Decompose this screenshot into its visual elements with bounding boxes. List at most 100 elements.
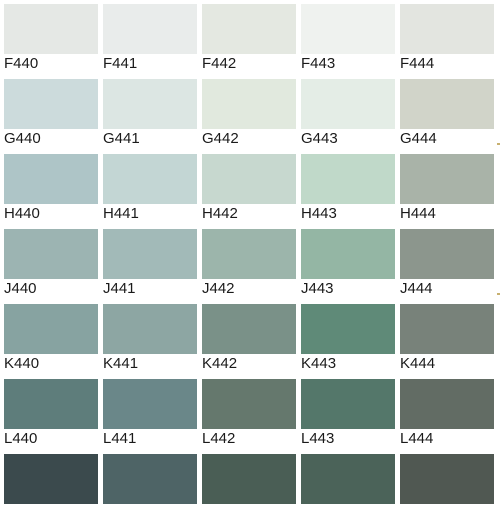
swatch-chip[interactable]: [202, 379, 296, 429]
swatch-row-k: K440 K441 K442 K443 K444: [0, 300, 500, 375]
swatch-chip[interactable]: [301, 4, 395, 54]
swatch-chip[interactable]: [202, 79, 296, 129]
swatch-l443[interactable]: L443: [297, 375, 396, 450]
swatch-h443[interactable]: H443: [297, 150, 396, 225]
swatch-code: K442: [202, 355, 238, 372]
swatch-code: K440: [4, 355, 40, 372]
swatch-chip[interactable]: [4, 154, 98, 204]
swatch-code: G441: [103, 130, 140, 147]
swatch-partial-3[interactable]: [198, 450, 297, 525]
swatch-chip[interactable]: [301, 79, 395, 129]
swatch-code: H441: [103, 205, 139, 222]
swatch-chip[interactable]: [301, 454, 395, 504]
swatch-code: L443: [301, 430, 335, 447]
swatch-f444[interactable]: F444: [396, 0, 495, 75]
swatch-code: H443: [301, 205, 337, 222]
swatch-chip[interactable]: [4, 379, 98, 429]
swatch-chip[interactable]: [400, 454, 494, 504]
swatch-f440[interactable]: F440: [0, 0, 99, 75]
swatch-j442[interactable]: J442: [198, 225, 297, 300]
swatch-h441[interactable]: H441: [99, 150, 198, 225]
swatch-chip[interactable]: [4, 229, 98, 279]
swatch-row-f: F440 F441 F442 F443 F444: [0, 0, 500, 75]
swatch-l442[interactable]: L442: [198, 375, 297, 450]
swatch-chip[interactable]: [202, 154, 296, 204]
swatch-row-g: G440 G441 G442 G443 G444: [0, 75, 500, 150]
swatch-chip[interactable]: [103, 229, 197, 279]
swatch-code: H442: [202, 205, 238, 222]
swatch-j440[interactable]: J440: [0, 225, 99, 300]
swatch-k442[interactable]: K442: [198, 300, 297, 375]
swatch-g444[interactable]: G444: [396, 75, 495, 150]
swatch-chip[interactable]: [301, 379, 395, 429]
swatch-h440[interactable]: H440: [0, 150, 99, 225]
swatch-chip[interactable]: [400, 229, 494, 279]
swatch-k444[interactable]: K444: [396, 300, 495, 375]
swatch-chip[interactable]: [4, 4, 98, 54]
swatch-j441[interactable]: J441: [99, 225, 198, 300]
swatch-code: G444: [400, 130, 437, 147]
swatch-partial-5[interactable]: [396, 450, 495, 525]
swatch-chip[interactable]: [4, 79, 98, 129]
swatch-code: L444: [400, 430, 434, 447]
swatch-chip[interactable]: [400, 379, 494, 429]
swatch-g441[interactable]: G441: [99, 75, 198, 150]
swatch-code: G440: [4, 130, 41, 147]
swatch-chip[interactable]: [301, 154, 395, 204]
swatch-l444[interactable]: L444: [396, 375, 495, 450]
swatch-code: J440: [4, 280, 37, 297]
swatch-j443[interactable]: J443: [297, 225, 396, 300]
swatch-f441[interactable]: F441: [99, 0, 198, 75]
swatch-f443[interactable]: F443: [297, 0, 396, 75]
swatch-row-partial: [0, 450, 500, 525]
swatch-chip[interactable]: [103, 454, 197, 504]
swatch-j444[interactable]: J444: [396, 225, 495, 300]
swatch-chip[interactable]: [400, 79, 494, 129]
swatch-chip[interactable]: [103, 79, 197, 129]
swatch-k443[interactable]: K443: [297, 300, 396, 375]
swatch-chip[interactable]: [400, 4, 494, 54]
color-swatch-grid: F440 F441 F442 F443 F444 G440 G441: [0, 0, 500, 504]
swatch-chip[interactable]: [202, 229, 296, 279]
swatch-chip[interactable]: [103, 304, 197, 354]
swatch-code: H440: [4, 205, 40, 222]
swatch-g442[interactable]: G442: [198, 75, 297, 150]
swatch-h444[interactable]: H444: [396, 150, 495, 225]
swatch-chip[interactable]: [103, 154, 197, 204]
swatch-l440[interactable]: L440: [0, 375, 99, 450]
swatch-chip[interactable]: [301, 229, 395, 279]
swatch-code: L440: [4, 430, 38, 447]
swatch-code: F441: [103, 55, 138, 72]
swatch-code: J443: [301, 280, 334, 297]
swatch-g440[interactable]: G440: [0, 75, 99, 150]
swatch-code: K441: [103, 355, 139, 372]
swatch-partial-2[interactable]: [99, 450, 198, 525]
swatch-g443[interactable]: G443: [297, 75, 396, 150]
swatch-k441[interactable]: K441: [99, 300, 198, 375]
swatch-code: G443: [301, 130, 338, 147]
swatch-f442[interactable]: F442: [198, 0, 297, 75]
swatch-code: G442: [202, 130, 239, 147]
swatch-row-l: L440 L441 L442 L443 L444: [0, 375, 500, 450]
swatch-code: J444: [400, 280, 433, 297]
swatch-partial-4[interactable]: [297, 450, 396, 525]
swatch-chip[interactable]: [202, 304, 296, 354]
swatch-l441[interactable]: L441: [99, 375, 198, 450]
swatch-chip[interactable]: [301, 304, 395, 354]
swatch-chip[interactable]: [400, 154, 494, 204]
swatch-chip[interactable]: [202, 4, 296, 54]
swatch-code: L442: [202, 430, 236, 447]
swatch-code: K444: [400, 355, 436, 372]
swatch-chip[interactable]: [103, 379, 197, 429]
swatch-partial-1[interactable]: [0, 450, 99, 525]
swatch-chip[interactable]: [400, 304, 494, 354]
swatch-chip[interactable]: [4, 454, 98, 504]
swatch-h442[interactable]: H442: [198, 150, 297, 225]
swatch-chip[interactable]: [4, 304, 98, 354]
swatch-code: K443: [301, 355, 337, 372]
swatch-code: F442: [202, 55, 237, 72]
swatch-k440[interactable]: K440: [0, 300, 99, 375]
swatch-chip[interactable]: [202, 454, 296, 504]
swatch-chip[interactable]: [103, 4, 197, 54]
swatch-code: H444: [400, 205, 436, 222]
